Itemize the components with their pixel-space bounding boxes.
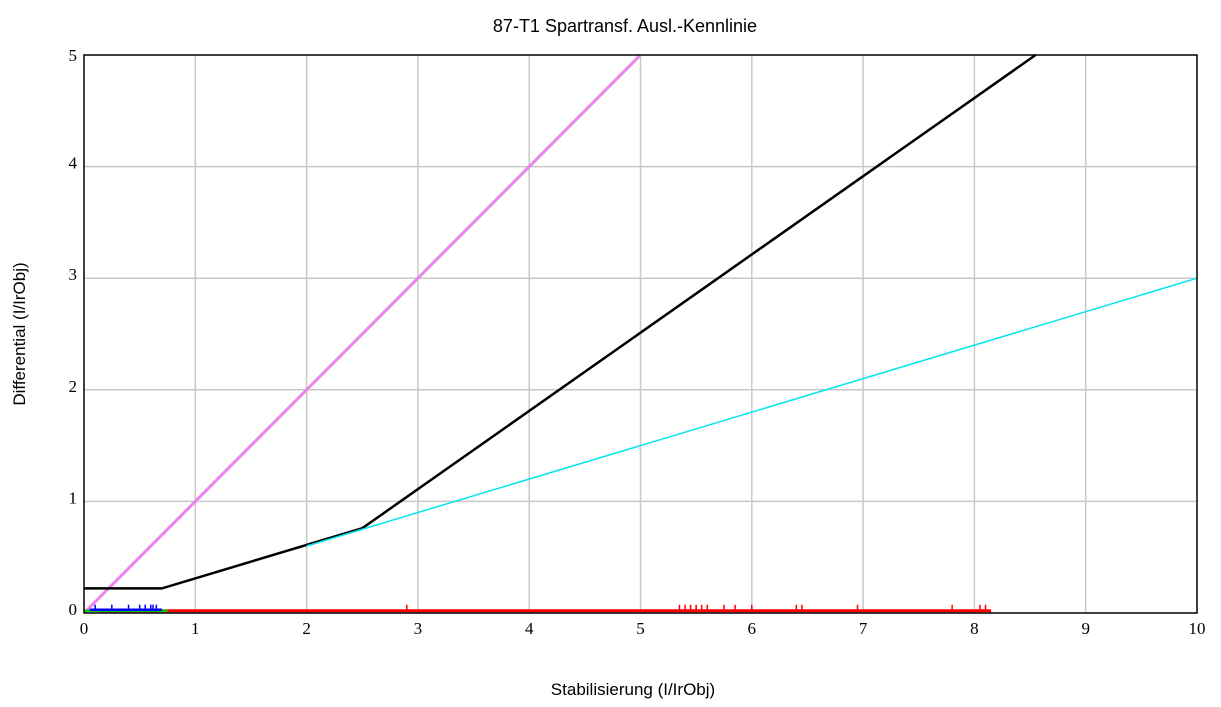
- y-tick-label: 2: [69, 377, 78, 396]
- plot-frame: [83, 54, 1198, 614]
- y-tick-label: 0: [69, 600, 78, 619]
- chart-title: 87-T1 Spartransf. Ausl.-Kennlinie: [493, 16, 757, 36]
- series-line-1: [84, 53, 1037, 590]
- x-tick-label: 6: [748, 619, 757, 638]
- x-axis-label: Stabilisierung (I/IrObj): [551, 680, 715, 699]
- y-axis-label: Differential (I/IrObj): [10, 262, 29, 405]
- x-tick-label: 0: [80, 619, 89, 638]
- x-tick-label: 10: [1189, 619, 1206, 638]
- y-tick-label: 5: [69, 46, 78, 65]
- x-tick-label: 5: [636, 619, 645, 638]
- x-tick-label: 8: [970, 619, 979, 638]
- series-line-2: [306, 277, 1198, 547]
- y-tick-label: 4: [69, 154, 78, 173]
- series-line-0: [82, 53, 642, 615]
- x-tick-label: 9: [1081, 619, 1090, 638]
- series-layer: [82, 53, 1198, 615]
- x-tick-label: 2: [302, 619, 311, 638]
- y-tick-label: 1: [69, 488, 78, 507]
- x-tick-label: 7: [859, 619, 868, 638]
- tick-labels: 0 1 2 3 4 5 6 7 8 9 10 0 1 2 3 4 5: [69, 46, 1206, 638]
- x-tick-label: 1: [191, 619, 200, 638]
- x-tick-label: 3: [414, 619, 423, 638]
- x-tick-label: 4: [525, 619, 534, 638]
- y-tick-label: 3: [69, 265, 78, 284]
